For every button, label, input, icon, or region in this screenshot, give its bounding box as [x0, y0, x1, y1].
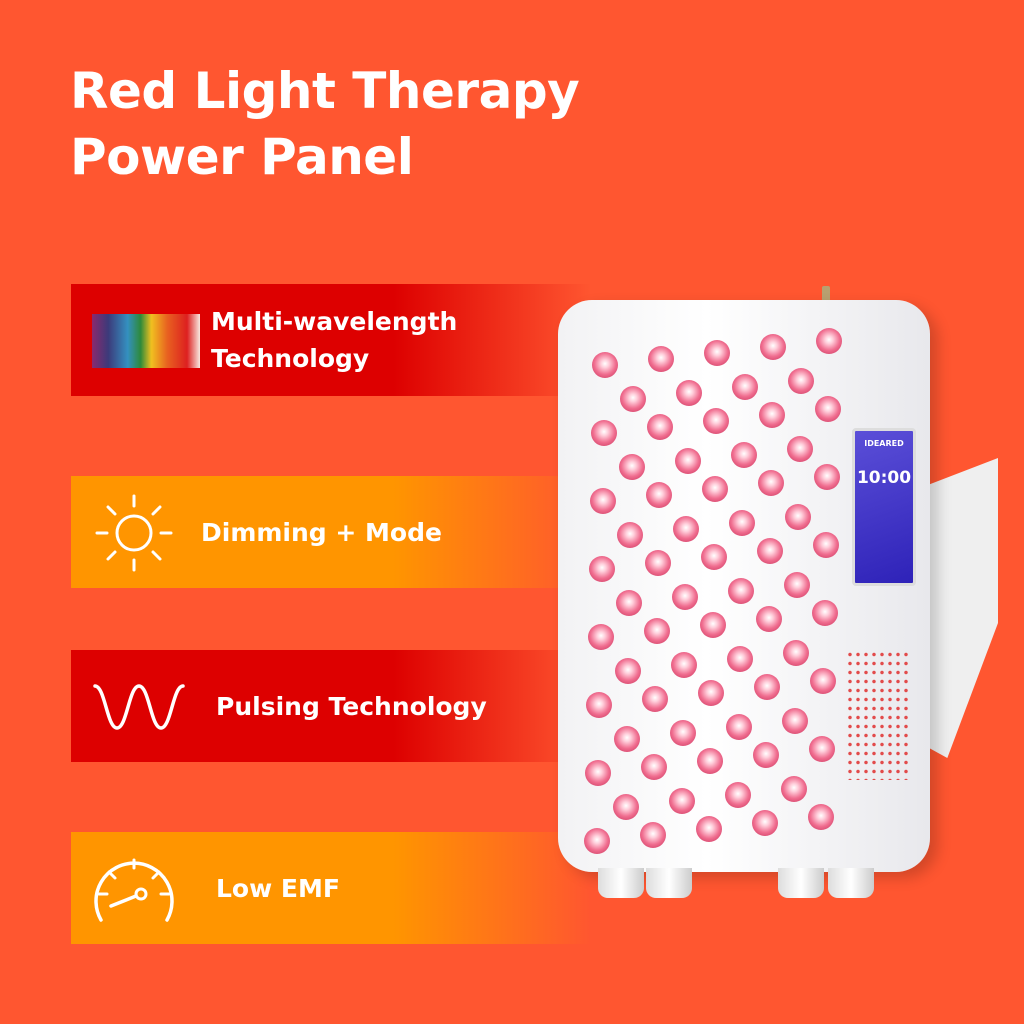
led-bulb — [753, 742, 780, 768]
led-bulb — [808, 804, 834, 830]
led-bulb — [785, 504, 812, 530]
wave-icon — [93, 684, 185, 730]
led-bulb — [648, 346, 675, 372]
title-line-2: Power Panel — [70, 128, 414, 186]
led-bulb — [699, 612, 726, 638]
device-foot — [828, 868, 874, 898]
led-bulb — [812, 532, 839, 558]
led-bulb — [641, 754, 668, 780]
led-bulb — [646, 482, 672, 508]
led-bulb — [675, 380, 702, 406]
device-foot — [598, 868, 644, 898]
led-bulb — [673, 516, 700, 542]
led-bulb — [613, 726, 640, 752]
led-bulb — [668, 788, 695, 814]
led-bulb — [698, 680, 725, 706]
feature-pulsing: Pulsing Technology — [71, 650, 591, 762]
page-title: Red Light Therapy Power Panel — [70, 58, 580, 190]
led-bulb — [752, 810, 778, 836]
led-bulb — [787, 368, 814, 394]
title-line-1: Red Light Therapy — [70, 62, 580, 120]
led-bulb — [584, 828, 610, 854]
led-bulb — [754, 674, 781, 700]
led-bulb — [615, 658, 641, 684]
led-bulb — [810, 668, 837, 694]
device-foot — [778, 868, 824, 898]
led-bulb — [724, 782, 751, 808]
feature-label: Technology — [211, 344, 370, 373]
led-bulb — [671, 652, 697, 678]
led-bulb — [588, 556, 615, 582]
led-bulb — [591, 420, 618, 446]
led-bulb — [669, 720, 696, 746]
feature-label: Multi-wavelength — [211, 307, 458, 336]
led-bulb — [730, 442, 757, 468]
led-bulb — [728, 578, 755, 604]
led-bulb — [618, 454, 645, 480]
led-bulb — [647, 414, 674, 440]
led-bulb — [619, 386, 646, 412]
led-bulb — [786, 436, 813, 462]
led-bulb — [616, 590, 643, 616]
speedometer-icon — [94, 858, 174, 922]
led-bulb — [585, 760, 612, 786]
led-bulb — [815, 396, 842, 422]
led-bulb — [643, 618, 670, 644]
led-bulb — [780, 776, 807, 802]
led-bulb — [756, 538, 783, 564]
light-panel-device: IDEARED 10:00 — [558, 300, 930, 872]
led-bulb — [809, 736, 836, 762]
led-bulb — [697, 748, 724, 774]
led-bulb — [642, 686, 669, 712]
led-bulb — [672, 584, 699, 610]
led-bulb — [783, 640, 809, 666]
led-bulb — [759, 402, 786, 428]
led-bulb — [704, 340, 731, 366]
led-bulb — [811, 600, 838, 626]
led-bulb — [755, 606, 782, 632]
led-bulb — [731, 374, 758, 400]
led-bulb — [814, 464, 840, 490]
device-foot — [646, 868, 692, 898]
led-bulb — [816, 328, 843, 354]
led-bulb — [703, 408, 730, 434]
led-bulb — [729, 510, 756, 536]
led-bulb — [592, 352, 619, 378]
feature-low-emf: Low EMF — [71, 832, 591, 944]
led-bulb — [760, 334, 787, 360]
led-bulb — [702, 476, 728, 502]
feature-label: Dimming + Mode — [201, 517, 442, 547]
led-bulb — [590, 488, 616, 514]
led-bulb — [640, 822, 666, 848]
spectrum-icon — [92, 314, 200, 368]
led-bulb — [586, 692, 613, 718]
led-bulb — [696, 816, 722, 842]
feature-label: Low EMF — [216, 873, 340, 903]
led-bulb — [700, 544, 727, 570]
vent-grille — [846, 650, 910, 780]
led-bulb — [725, 714, 752, 740]
led-bulb — [617, 522, 644, 548]
device-time: 10:00 — [856, 468, 912, 488]
led-bulb — [727, 646, 753, 672]
device-brand: IDEARED — [864, 439, 904, 448]
led-bulb — [781, 708, 808, 734]
led-bulb — [674, 448, 701, 474]
feature-dimming-mode: Dimming + Mode — [71, 476, 591, 588]
led-bulb — [612, 794, 639, 820]
led-bulb — [784, 572, 811, 598]
mounting-bracket — [920, 458, 998, 758]
led-bulb — [644, 550, 671, 576]
feature-label: Pulsing Technology — [216, 691, 487, 721]
led-bulb — [587, 624, 614, 650]
feature-multi-wavelength: Multi-wavelength Technology — [71, 284, 591, 396]
led-bulb — [758, 470, 784, 496]
device-screen: IDEARED 10:00 — [852, 428, 916, 586]
sun-icon — [95, 494, 173, 572]
